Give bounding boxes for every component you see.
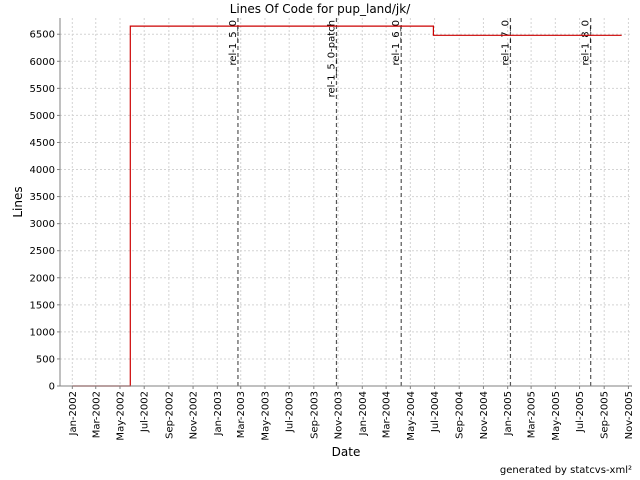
release-marker-label: rel-1_6_0 [391, 20, 402, 66]
x-tick-label: Sep-2004 [455, 391, 466, 439]
x-tick-label: Sep-2003 [309, 391, 320, 439]
release-marker-label: rel-1_7_0 [500, 20, 511, 66]
x-tick-label: May-2002 [115, 391, 126, 441]
y-tick-label: 2000 [30, 273, 55, 284]
x-axis-title: Date [332, 445, 361, 459]
y-tick-label: 4000 [30, 165, 55, 176]
x-tick-label: Mar-2003 [236, 391, 247, 438]
chart-title: Lines Of Code for pup_land/jk/ [230, 2, 411, 16]
release-marker-label: rel-1_5_0-patch [326, 20, 337, 97]
y-axis-ticks: 0 500 1000 1500 2000 2500 3000 3500 4000 4500 5000… [30, 30, 60, 393]
x-tick-label: Mar-2005 [527, 391, 538, 438]
footer-credit: generated by statcvs-xml² [499, 465, 632, 476]
series-line [72, 25, 622, 387]
release-markers: rel-1_5_0 rel-1_5_0-patch rel-1_6_0 rel-1_7… [228, 18, 592, 386]
y-tick-label: 1500 [30, 300, 55, 311]
x-tick-label: Jan-2004 [358, 391, 369, 436]
x-tick-label: Jul-2004 [430, 391, 441, 433]
y-tick-label: 1000 [30, 327, 55, 338]
x-tick-label: Jul-2002 [140, 391, 151, 433]
x-tick-label: May-2004 [406, 391, 417, 441]
x-tick-label: Jul-2003 [285, 391, 296, 433]
x-tick-label: Mar-2004 [382, 391, 393, 438]
y-tick-label: 0 [49, 382, 55, 393]
x-tick-label: Nov-2004 [479, 391, 490, 439]
x-tick-label: May-2003 [260, 391, 271, 441]
x-tick-label: Jan-2002 [68, 391, 79, 436]
x-tick-label: Sep-2002 [164, 391, 175, 439]
axes [59, 18, 632, 387]
y-axis-title: Lines [11, 186, 25, 217]
x-tick-label: May-2005 [551, 391, 562, 441]
x-tick-label: Sep-2005 [600, 391, 611, 439]
y-tick-label: 2500 [30, 246, 55, 257]
y-tick-label: 3000 [30, 219, 55, 230]
y-tick-label: 5000 [30, 111, 55, 122]
x-axis-ticks: Jan-2002 Mar-2002 May-2002 Jul-2002 Sep-2002… [68, 386, 635, 441]
x-tick-label: Nov-2005 [624, 391, 635, 439]
x-tick-label: Nov-2002 [189, 391, 200, 439]
x-tick-label: Nov-2003 [334, 391, 345, 439]
y-tick-label: 5500 [30, 84, 55, 95]
series-layer [72, 25, 622, 387]
x-tick-label: Jan-2005 [503, 391, 514, 436]
y-tick-label: 4500 [30, 138, 55, 149]
y-tick-label: 6000 [30, 57, 55, 68]
y-tick-label: 500 [36, 354, 55, 365]
release-marker-label: rel-1_5_0 [228, 20, 239, 66]
y-tick-label: 3500 [30, 192, 55, 203]
x-tick-label: Jul-2005 [575, 391, 586, 433]
x-tick-label: Mar-2002 [91, 391, 102, 438]
y-tick-label: 6500 [30, 30, 55, 41]
grid [60, 18, 632, 387]
x-tick-label: Jan-2003 [213, 391, 224, 436]
release-marker-label: rel-1_8_0 [581, 20, 592, 66]
